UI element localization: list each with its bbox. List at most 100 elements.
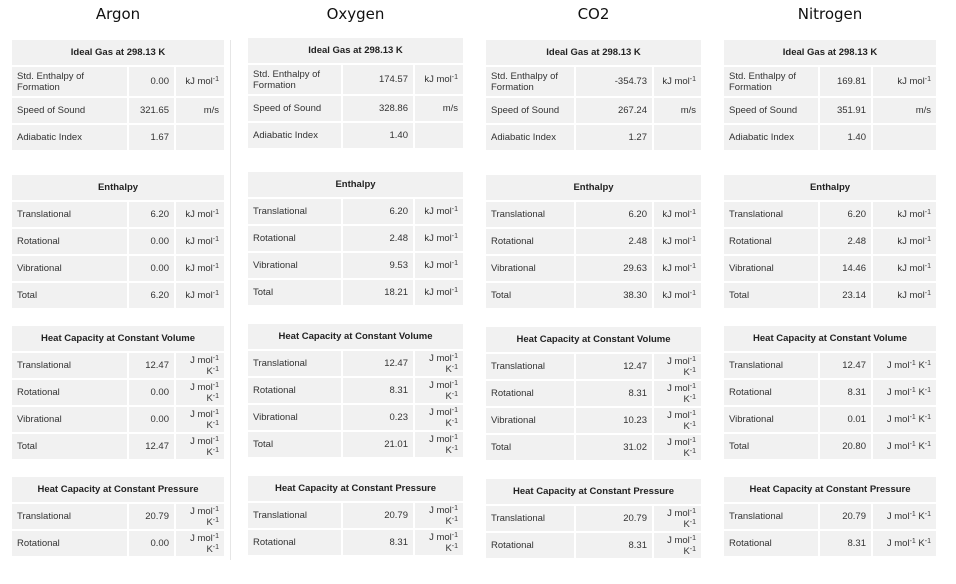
table-row: Rotational 2.48 kJ mol-1 [248, 226, 463, 253]
row-value: 23.14 [818, 283, 871, 310]
row-unit: J mol-1 K-1 [174, 407, 225, 434]
unit-text: kJ mol [662, 263, 690, 274]
row-unit [174, 125, 225, 152]
unit-text: J mol [886, 360, 910, 371]
unit-text: K [445, 363, 452, 375]
row-value: 20.80 [818, 434, 871, 461]
row-unit: kJ mol-1 [871, 202, 936, 229]
row-label: Vibrational [12, 256, 127, 283]
unit-exponent: -1 [451, 406, 459, 414]
cv-table: Heat Capacity at Constant Volume Translat… [724, 326, 937, 461]
row-unit: kJ mol-1 [652, 67, 702, 98]
gas-column-3: Nitrogen Ideal Gas at 298.13 K Std. Enthal… [724, 0, 937, 584]
row-label: Speed of Sound [486, 98, 574, 125]
unit-exponent: -1 [689, 209, 696, 216]
unit-text: kJ mol [897, 236, 925, 247]
row-value: 1.67 [127, 125, 174, 152]
row-label: Total [248, 432, 341, 459]
row-unit: J mol-1 K-1 [871, 504, 937, 531]
gas-title: CO2 [577, 5, 610, 23]
unit-text: J mol [429, 352, 452, 364]
unit-exponent: -1 [451, 444, 459, 452]
row-label: Std. Enthalpy of Formation [486, 67, 574, 98]
unit-text: kJ mol [424, 233, 452, 244]
unit-text: K [445, 444, 452, 456]
row-value: 12.47 [127, 434, 174, 461]
unit-text: kJ mol [424, 260, 452, 271]
unit-text: J mol [886, 511, 910, 522]
unit-exponent: -1 [689, 366, 697, 374]
unit-text: kJ mol [185, 290, 213, 301]
cv-table: Heat Capacity at Constant Volume Translat… [248, 324, 464, 459]
unit-exponent: -1 [451, 260, 458, 267]
table-row: Translational 12.47 J mol-1 K-1 [248, 351, 464, 378]
unit-text: K [915, 441, 925, 452]
table-row: Speed of Sound 351.91 m/s [724, 98, 937, 125]
unit-exponent: -1 [909, 387, 916, 394]
row-label: Translational [248, 351, 341, 378]
table-title: Enthalpy [248, 172, 463, 199]
table-row: Vibrational 0.00 J mol-1 K-1 [12, 407, 225, 434]
unit-text: J mol [190, 408, 213, 420]
row-value: 328.86 [341, 96, 413, 123]
table-row: Std. Enthalpy of Formation 169.81 kJ mol-1 [724, 67, 937, 98]
row-value: 1.40 [818, 125, 871, 152]
row-unit: J mol-1 K-1 [174, 380, 225, 407]
table-row: Translational 12.47 J mol-1 K-1 [12, 353, 225, 380]
row-label: Rotational [248, 378, 341, 405]
unit-exponent: -1 [689, 518, 697, 526]
row-value: 174.57 [341, 65, 413, 96]
unit-text: K [683, 393, 690, 405]
unit-exponent: -1 [689, 534, 697, 542]
row-value: 12.47 [341, 351, 413, 378]
row-unit [652, 125, 702, 152]
table-row: Std. Enthalpy of Formation -354.73 kJ mol-… [486, 67, 702, 98]
unit-text: kJ mol [897, 209, 925, 220]
row-unit: m/s [652, 98, 702, 125]
row-value: 6.20 [574, 202, 652, 229]
row-unit: kJ mol-1 [413, 226, 463, 253]
table-title: Heat Capacity at Constant Pressure [12, 477, 225, 504]
row-unit: J mol-1 K-1 [652, 506, 702, 533]
unit-exponent: -1 [924, 441, 932, 448]
row-label: Translational [248, 503, 341, 530]
unit-exponent: -1 [212, 543, 220, 551]
row-unit: J mol-1 K-1 [871, 531, 937, 558]
row-value: 31.02 [574, 435, 652, 462]
unit-exponent: -1 [212, 408, 220, 416]
row-label: Translational [12, 353, 127, 380]
table-row: Adiabatic Index 1.40 [724, 125, 937, 152]
table-row: Translational 12.47 J mol-1 K-1 [486, 354, 702, 381]
row-label: Translational [12, 202, 127, 229]
row-value: 0.00 [127, 67, 174, 98]
row-label: Rotational [248, 530, 341, 557]
unit-exponent: -1 [451, 363, 459, 371]
row-unit: kJ mol-1 [174, 283, 224, 310]
row-value: 6.20 [341, 199, 413, 226]
unit-exponent: -1 [212, 516, 220, 524]
unit-exponent: -1 [689, 290, 696, 297]
cv-table: Heat Capacity at Constant Volume Translat… [12, 326, 225, 461]
table-row: Total 23.14 kJ mol-1 [724, 283, 936, 310]
row-unit: kJ mol-1 [174, 229, 224, 256]
row-value: 12.47 [574, 354, 652, 381]
table-title: Heat Capacity at Constant Volume [486, 327, 702, 354]
table-row: Rotational 8.31 J mol-1 K-1 [486, 381, 702, 408]
unit-exponent: -1 [924, 290, 931, 297]
row-unit: J mol-1 K-1 [652, 533, 702, 560]
row-label: Adiabatic Index [12, 125, 127, 152]
unit-exponent: -1 [689, 382, 697, 390]
row-unit [871, 125, 937, 152]
unit-text: kJ mol [185, 236, 213, 247]
gas-column-1: Oxygen Ideal Gas at 298.13 K Std. Enthalpy… [248, 0, 464, 584]
row-value: 0.00 [127, 256, 174, 283]
unit-exponent: -1 [212, 365, 220, 373]
gas-title: Nitrogen [797, 5, 863, 23]
row-value: 321.65 [127, 98, 174, 125]
row-label: Rotational [12, 229, 127, 256]
row-value: 0.00 [127, 380, 174, 407]
unit-text: kJ mol [897, 290, 925, 301]
row-unit: kJ mol-1 [871, 229, 936, 256]
unit-text: kJ mol [897, 263, 925, 274]
unit-text: K [206, 419, 213, 431]
